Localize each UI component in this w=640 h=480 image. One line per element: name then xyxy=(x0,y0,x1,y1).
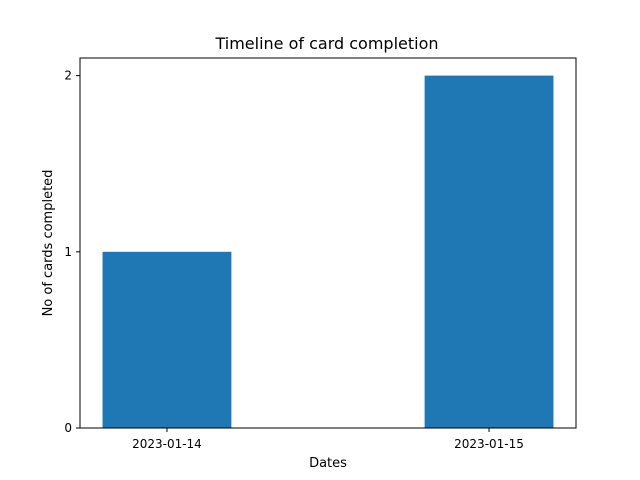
y-tick-label: 0 xyxy=(64,421,72,435)
x-tick-label: 2023-01-15 xyxy=(454,437,524,451)
bar-2023-01-15 xyxy=(424,75,554,428)
x-tick-label: 2023-01-14 xyxy=(132,437,202,451)
x-axis: 2023-01-14 2023-01-15 xyxy=(132,428,524,451)
plot-frame xyxy=(79,57,577,429)
y-axis: 0 1 2 xyxy=(64,69,80,435)
y-tick-label: 1 xyxy=(64,245,72,259)
bar-2023-01-14 xyxy=(102,251,232,428)
y-axis-label: No of cards completed xyxy=(41,170,56,317)
x-axis-label: Dates xyxy=(309,456,347,471)
y-tick-label: 2 xyxy=(64,69,72,83)
chart-title: Timeline of card completion xyxy=(214,34,438,53)
bars-group xyxy=(102,75,554,428)
